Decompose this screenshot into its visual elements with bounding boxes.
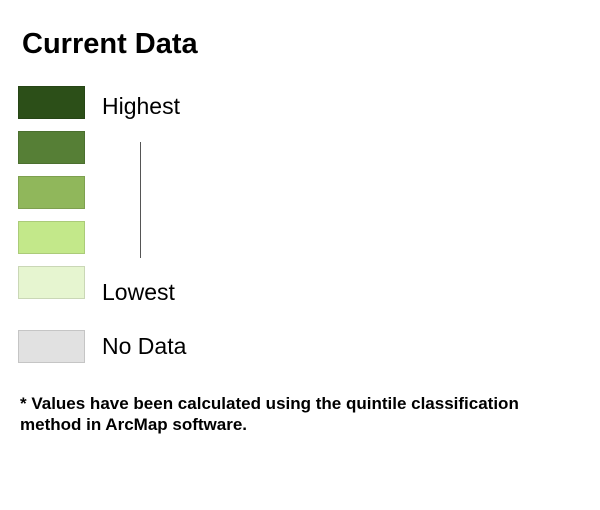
- legend-label-lowest: Lowest: [102, 279, 175, 305]
- methodology-note: * Values have been calculated using the …: [20, 394, 519, 434]
- legend-swatch-lowest: [18, 266, 85, 299]
- legend-swatch-no-data: [18, 330, 85, 363]
- legend-swatch-highest: [18, 86, 85, 119]
- legend-range-line: [140, 142, 141, 258]
- legend-swatch-low: [18, 221, 85, 254]
- legend-swatch-middle: [18, 176, 85, 209]
- legend-label-highest: Highest: [102, 93, 180, 119]
- legend-label-no-data: No Data: [102, 333, 187, 359]
- legend-swatch-high: [18, 131, 85, 164]
- legend-title: Current Data: [22, 28, 198, 60]
